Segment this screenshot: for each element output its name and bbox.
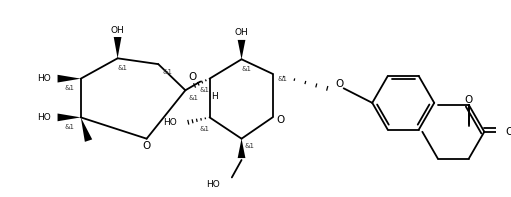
Text: HO: HO [206, 180, 220, 189]
Text: &1: &1 [64, 124, 74, 130]
Text: O: O [336, 79, 344, 89]
Polygon shape [114, 37, 122, 58]
Polygon shape [58, 113, 81, 121]
Text: &1: &1 [200, 126, 210, 132]
Text: &1: &1 [241, 66, 251, 72]
Text: O: O [464, 95, 473, 105]
Text: HO: HO [163, 118, 177, 127]
Polygon shape [238, 40, 245, 59]
Text: O: O [276, 115, 285, 125]
Text: OH: OH [111, 26, 125, 35]
Polygon shape [58, 75, 81, 83]
Text: HO: HO [37, 74, 51, 83]
Text: &1: &1 [163, 69, 173, 75]
Text: &1: &1 [188, 95, 198, 101]
Text: &1: &1 [64, 85, 74, 91]
Text: &1: &1 [200, 87, 210, 93]
Text: &1: &1 [244, 143, 254, 150]
Text: O: O [143, 141, 151, 151]
Text: OH: OH [235, 28, 248, 37]
Text: O: O [189, 72, 197, 82]
Text: &1: &1 [277, 76, 287, 82]
Polygon shape [238, 139, 245, 158]
Text: H: H [212, 92, 218, 101]
Text: HO: HO [37, 113, 51, 122]
Polygon shape [81, 117, 92, 142]
Text: &1: &1 [118, 65, 127, 71]
Text: O: O [505, 127, 511, 137]
